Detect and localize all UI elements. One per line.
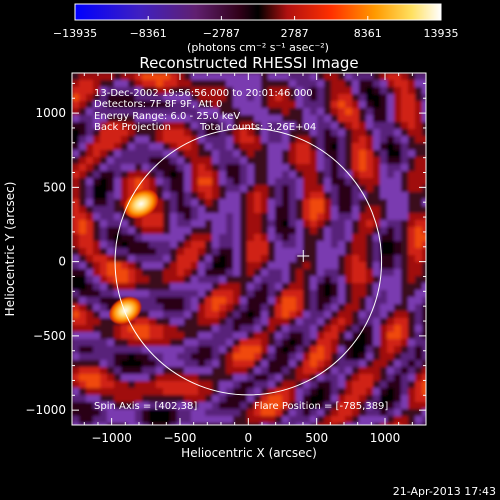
plot-frame (71, 72, 427, 426)
x-tick-label: −1000 (91, 431, 132, 445)
bright-source-2 (109, 297, 142, 325)
x-tick-label: 1000 (370, 431, 401, 445)
x-tick-label: −500 (163, 431, 196, 445)
y-tick-label: 500 (43, 180, 66, 194)
colorbar-tick-label: 8361 (354, 27, 382, 40)
axis-ticks (72, 73, 426, 426)
colorbar-tick-label: −2787 (203, 27, 240, 40)
colorbar-tick-label: 13935 (424, 27, 459, 40)
annotation-detectors: Detectors: 7F 8F 9F, Att 0 (94, 99, 222, 110)
colorbar-ticks: −13935 −8361 −2787 2787 8361 13935 (53, 16, 459, 40)
spin-axis-label: Spin Axis = [402,38] (94, 401, 197, 412)
annotation-energy-range: Energy Range: 6.0 - 25.0 keV (94, 111, 240, 122)
y-tick-label: 0 (58, 255, 66, 269)
y-tick-label: 1000 (35, 106, 66, 120)
colorbar-tick-label: 2787 (281, 27, 309, 40)
x-tick-label: 500 (305, 431, 328, 445)
colorbar-units-label: (photons cm⁻² s⁻¹ asec⁻²) (187, 41, 329, 54)
y-axis-label: Heliocentric Y (arcsec) (3, 182, 17, 317)
y-tick-label: −1000 (25, 403, 66, 417)
y-tick-label: −500 (33, 329, 66, 343)
annotation-time-range: 13-Dec-2002 19:56:56.000 to 20:01:46.000 (94, 88, 313, 99)
footer-timestamp: 21-Apr-2013 17:43 (392, 485, 496, 498)
chart-title: Reconstructed RHESSI Image (139, 54, 358, 72)
colorbar-tick-label: −13935 (53, 27, 97, 40)
spin-axis-marker (297, 249, 310, 262)
annotation-block: 13-Dec-2002 19:56:56.000 to 20:01:46.000… (94, 88, 316, 133)
colorbar-tick-label: −8361 (130, 27, 167, 40)
x-tick-label: 0 (244, 431, 252, 445)
tick-labels: −1000 −500 0 500 1000 −1000 −500 0 500 1000 (25, 106, 400, 445)
x-axis-label: Heliocentric X (arcsec) (181, 446, 317, 460)
solar-limb-circle (114, 127, 383, 396)
flare-position-label: Flare Position = [-785,389] (254, 401, 388, 412)
annotation-method: Back Projection (94, 122, 171, 133)
annotation-total-counts: Total counts: 3.26E+04 (199, 122, 316, 133)
colorbar (74, 3, 442, 21)
